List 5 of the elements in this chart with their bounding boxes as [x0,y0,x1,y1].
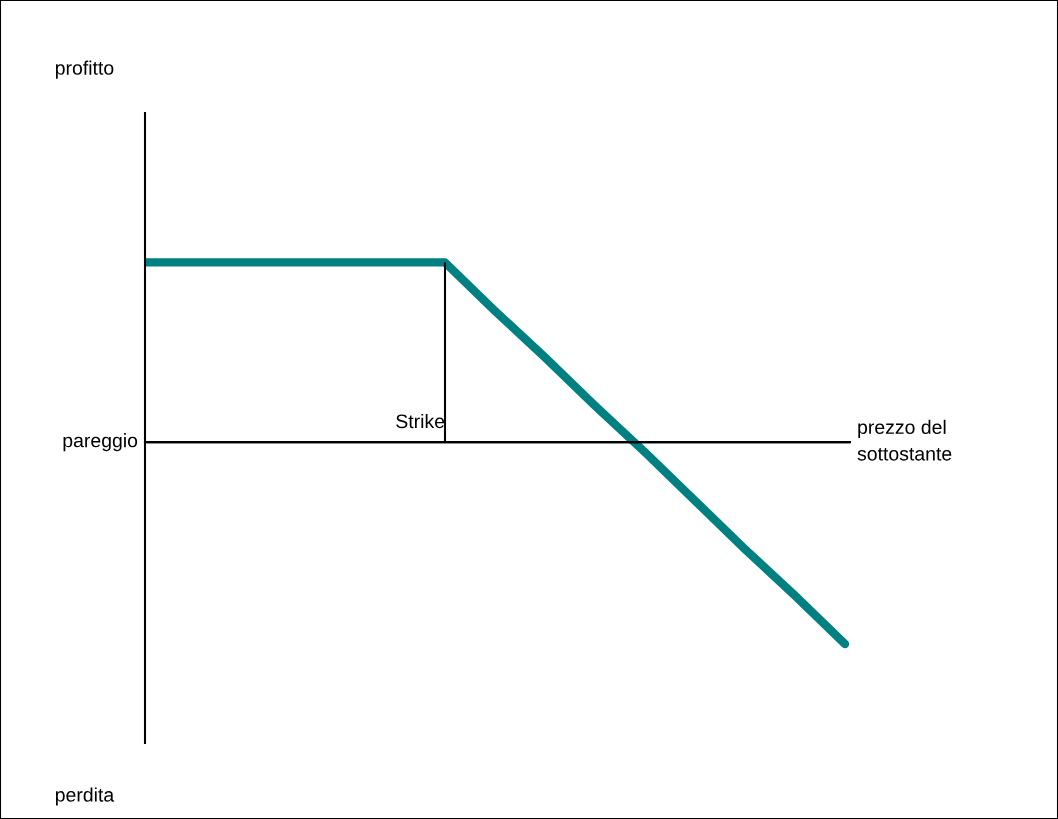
x-axis-title: prezzo del sottostante [857,419,952,461]
text: profitto [55,60,114,79]
annotation: Strike [396,413,445,429]
ref-line-label: pareggio [63,433,138,452]
text: perdita [55,787,115,806]
